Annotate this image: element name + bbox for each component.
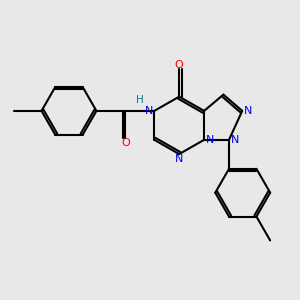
Text: N: N: [175, 154, 183, 164]
Text: N: N: [206, 135, 214, 145]
Text: N: N: [244, 106, 252, 116]
Text: N: N: [145, 106, 153, 116]
Text: H: H: [136, 95, 144, 105]
Text: O: O: [121, 138, 130, 148]
Text: N: N: [230, 135, 239, 145]
Text: O: O: [175, 60, 184, 70]
